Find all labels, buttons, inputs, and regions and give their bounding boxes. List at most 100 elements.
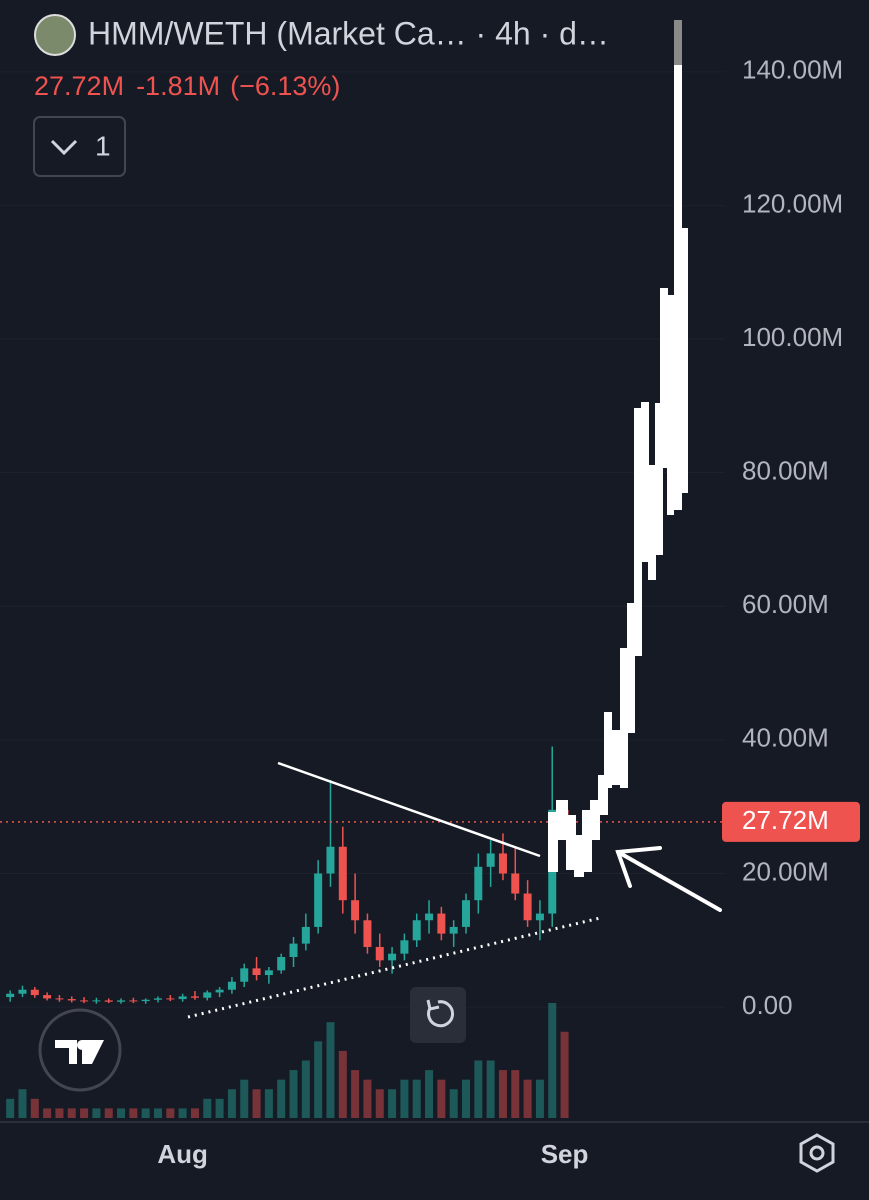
volume-bar [289,1070,298,1118]
candle-body [129,1000,138,1002]
volume-bar [511,1070,520,1118]
volume-bar [80,1108,89,1118]
volume-bar [30,1098,39,1118]
candle-body [55,998,64,1000]
plot [0,71,725,1118]
volume-bar [203,1098,212,1118]
settings-button[interactable] [799,1133,835,1173]
candle-body [154,998,162,1000]
candle-body [190,996,199,998]
candle-body [166,998,175,1000]
candle-body [462,900,470,927]
candle-body [18,989,27,994]
volume-bar [474,1060,483,1118]
volume-bar [351,1070,360,1118]
volume-bar [190,1108,199,1118]
candle-body [227,981,236,990]
volume-bar [548,1003,557,1118]
trend-line [277,761,541,858]
indicator-count: 1 [95,130,111,161]
candle-body [449,926,458,934]
volume-bar [55,1108,64,1118]
volume-bar [462,1079,470,1118]
candle-body [523,893,532,921]
y-tick-label: 120.00M [742,188,843,218]
candle-body [215,989,224,993]
price-header: 27.72M -1.81M (−6.13%) [34,71,340,101]
volume-bar [92,1108,101,1118]
candle-body [6,993,15,998]
candle-body [240,968,249,982]
chart-title: HMM/WETH (Market Ca… · 4h · d… [88,15,609,51]
volume-bar [412,1079,421,1118]
candle-body [363,920,372,947]
candle-body [351,900,360,921]
candle-body [498,853,507,874]
candle-body [412,920,421,941]
support-line [187,916,601,1019]
candle-body [80,1000,89,1002]
candle-body [104,1000,113,1002]
volume-bar [117,1108,126,1118]
volume-bar [301,1060,310,1118]
arrow [615,846,722,912]
candle-body [264,970,273,976]
volume-bar [498,1070,507,1118]
y-tick-label: 140.00M [742,55,843,85]
volume-bar [388,1089,397,1118]
candle-body [326,846,335,874]
volume-bar [449,1089,458,1118]
volume-bar [6,1098,15,1118]
candle-body [117,1000,126,1002]
volume-bar [252,1089,261,1118]
y-axis: 0.00 20.00M 40.00M 60.00M 80.00M 100.00M 120.0… [722,55,860,1020]
candle-body [301,926,310,944]
candle-body [141,999,150,1002]
candle-body [425,913,434,921]
candle-body [388,953,397,961]
volume-bar [375,1089,384,1118]
candle-body [178,996,187,1000]
volume-bar [400,1079,409,1118]
volume-bar [560,1031,569,1118]
volume-bar [277,1079,286,1118]
candle-body [289,943,298,957]
candle-body [92,1000,101,1002]
y-tick-label: 40.00M [742,723,829,753]
candle-body [30,989,39,996]
candle-body [535,913,544,921]
volume-bar [264,1089,273,1118]
y-tick-label: 100.00M [742,322,843,352]
y-tick-label: 60.00M [742,589,829,619]
volume-bar [523,1079,532,1118]
token-icon [34,14,76,56]
candle-body [277,956,286,971]
candle-body [486,853,495,867]
x-tick-label: Sep [541,1139,589,1169]
candle-body [67,999,76,1001]
candle-body [474,866,483,901]
candle-body [338,846,347,901]
candle-body [400,940,409,954]
candle-body [511,873,520,894]
reset-button[interactable] [410,987,466,1043]
volume-bar [227,1089,236,1118]
volume-bar [486,1060,495,1118]
candle-body [252,968,261,976]
volume-bar [129,1108,138,1118]
change-percent: (−6.13%) [230,71,340,101]
candle-body [314,873,323,927]
tv-logo[interactable] [38,1008,122,1092]
y-tick-label: 80.00M [742,456,829,486]
last-price-label: 27.72M [742,805,829,835]
candle-body [437,913,446,934]
volume-bar [43,1108,52,1118]
volume-bar [154,1108,162,1118]
candle-body [375,946,384,961]
volume-bar [363,1079,372,1118]
last-price: 27.72M [34,71,124,101]
volume-bar [178,1108,187,1118]
last-price-tag [722,801,860,842]
indicator-toggle[interactable]: 1 [33,116,126,177]
